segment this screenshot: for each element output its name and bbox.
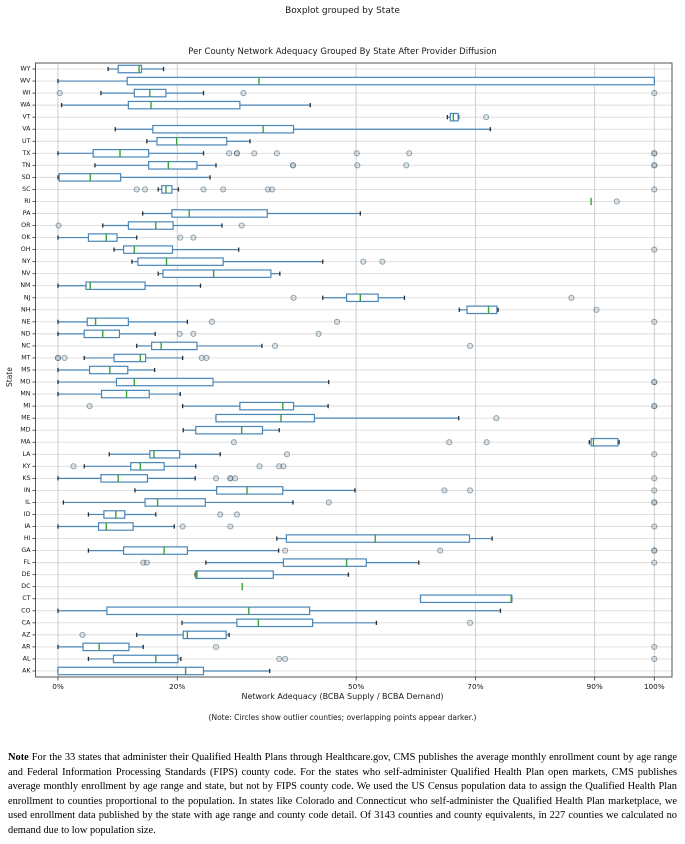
svg-text:NJ: NJ <box>24 294 31 301</box>
svg-text:IL: IL <box>25 499 31 506</box>
svg-text:NV: NV <box>21 270 31 277</box>
boxplot-canvas: WY WV WI WA VT VA UT TX TN SD SC RI PA OR OK OH NY NV NM NJ… <box>20 62 673 691</box>
svg-text:GA: GA <box>21 547 31 554</box>
chart-title: Per County Network Adequacy Grouped By S… <box>188 47 497 57</box>
svg-text:OR: OR <box>21 222 31 229</box>
x-axis-label: Network Adequacy (BCBA Supply / BCBA Dem… <box>241 692 444 701</box>
svg-text:VA: VA <box>22 126 31 133</box>
svg-text:AR: AR <box>22 643 31 650</box>
svg-text:RI: RI <box>24 198 30 205</box>
svg-text:CO: CO <box>21 607 30 614</box>
figure-suptitle: Boxplot grouped by State <box>285 6 400 16</box>
svg-text:0%: 0% <box>52 682 64 691</box>
svg-text:TX: TX <box>21 150 31 157</box>
svg-text:WV: WV <box>20 78 31 85</box>
svg-text:50%: 50% <box>348 682 364 691</box>
svg-text:MO: MO <box>20 379 30 386</box>
svg-text:MI: MI <box>23 403 30 410</box>
svg-text:DC: DC <box>21 583 31 590</box>
svg-text:NC: NC <box>21 342 31 349</box>
svg-text:SC: SC <box>22 186 31 193</box>
svg-text:AK: AK <box>22 667 31 674</box>
svg-text:NH: NH <box>21 306 31 313</box>
svg-text:ME: ME <box>21 415 30 422</box>
svg-text:HI: HI <box>24 535 31 542</box>
svg-text:WA: WA <box>20 102 31 109</box>
outlier-note: (Note: Circles show outlier counties; ov… <box>208 713 477 722</box>
svg-text:FL: FL <box>23 559 31 566</box>
svg-text:TN: TN <box>21 162 31 169</box>
svg-text:VT: VT <box>22 114 30 121</box>
svg-text:MN: MN <box>20 391 30 398</box>
svg-text:AL: AL <box>23 655 31 662</box>
svg-text:100%: 100% <box>644 682 665 691</box>
svg-text:PA: PA <box>23 210 31 217</box>
svg-text:MS: MS <box>21 367 30 374</box>
footer-note-text: For the 33 states that administer their … <box>8 752 677 836</box>
svg-text:WY: WY <box>20 66 30 73</box>
svg-text:DE: DE <box>22 571 31 578</box>
footer-note-label: Note <box>8 752 29 763</box>
svg-text:70%: 70% <box>467 682 483 691</box>
svg-text:LA: LA <box>23 451 32 458</box>
svg-text:CA: CA <box>22 619 31 626</box>
svg-text:ID: ID <box>24 511 31 518</box>
svg-text:AZ: AZ <box>22 631 31 638</box>
svg-text:KY: KY <box>23 463 31 470</box>
svg-text:MT: MT <box>21 354 30 361</box>
svg-text:IN: IN <box>24 487 31 494</box>
svg-text:20%: 20% <box>169 682 185 691</box>
svg-text:NM: NM <box>20 282 30 289</box>
svg-text:KS: KS <box>22 475 30 482</box>
svg-text:90%: 90% <box>587 682 603 691</box>
svg-text:UT: UT <box>22 138 31 145</box>
svg-text:ND: ND <box>21 330 31 337</box>
svg-text:CT: CT <box>22 595 30 602</box>
y-axis-label: State <box>5 367 14 387</box>
svg-text:NE: NE <box>22 318 31 325</box>
svg-text:OH: OH <box>21 246 31 253</box>
svg-text:MA: MA <box>21 439 31 446</box>
svg-text:MD: MD <box>20 427 30 434</box>
svg-text:NY: NY <box>22 258 31 265</box>
svg-text:IA: IA <box>24 523 31 530</box>
svg-text:OK: OK <box>21 234 31 241</box>
footer-note: Note For the 33 states that administer th… <box>8 751 677 839</box>
svg-text:SD: SD <box>22 174 31 181</box>
svg-text:WI: WI <box>22 90 30 97</box>
